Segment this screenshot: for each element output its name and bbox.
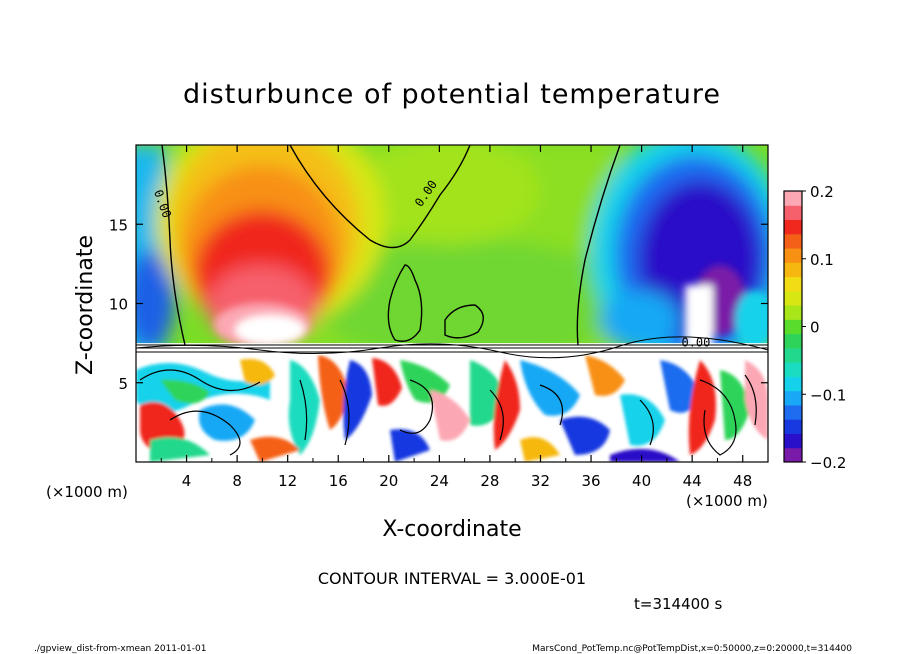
- chart-title: disturbunce of potential temperature: [183, 79, 721, 110]
- contour-zero-center: [289, 145, 471, 249]
- colorbar-segment: [784, 233, 802, 249]
- x-unit-right: (×1000 m): [686, 492, 768, 510]
- colorbar-tick-label: 0.2: [810, 183, 834, 201]
- colorbar-segment: [784, 276, 802, 292]
- colorbar-tick-label: 0: [810, 319, 820, 337]
- x-axis-label: X-coordinate: [382, 517, 521, 542]
- contour-zero-right: [576, 145, 621, 346]
- colorbar-segment: [784, 319, 802, 335]
- colorbar-segment: [784, 419, 802, 434]
- x-tick-label: 44: [683, 472, 702, 490]
- upper-field-detail: [214, 265, 768, 350]
- lower-field: [136, 343, 768, 462]
- y-axis: 5 10 15: [109, 216, 768, 393]
- x-tick-label: 20: [379, 472, 398, 490]
- x-unit-left: (×1000 m): [46, 483, 128, 501]
- colorbar-segment: [784, 191, 802, 206]
- x-tick-label: 8: [232, 472, 242, 490]
- colorbar-segment: [784, 333, 802, 349]
- colorbar-tick-label: −0.2: [810, 454, 846, 472]
- colorbar-segment: [784, 447, 802, 463]
- contour-interval-text: CONTOUR INTERVAL = 3.000E-01: [318, 569, 586, 588]
- x-tick-label: 28: [480, 472, 499, 490]
- colorbar-segment: [784, 262, 802, 278]
- footer-left: ./gpview_dist-from-xmean 2011-01-01: [34, 644, 206, 654]
- x-tick-label: 48: [733, 472, 752, 490]
- upper-field: [136, 145, 768, 370]
- contour-zero-blob: [444, 304, 484, 339]
- y-tick-label: 5: [118, 375, 128, 393]
- colorbar-segment: [784, 433, 802, 449]
- x-axis: 4 8 12 16 20 24 28 32 36 40 44 48: [160, 145, 752, 490]
- contour-lines: [136, 145, 768, 456]
- colorbar-segment: [784, 404, 802, 420]
- colorbar: 0.2 0.1 0 −0.1 −0.2: [783, 183, 846, 472]
- x-tick-label: 36: [581, 472, 600, 490]
- colorbar-segment: [784, 390, 802, 406]
- x-tick-label: 12: [278, 472, 297, 490]
- colorbar-tick-label: 0.1: [810, 251, 834, 269]
- colorbar-segment: [784, 376, 802, 392]
- colorbar-segment: [784, 219, 802, 235]
- y-tick-label: 15: [109, 216, 128, 234]
- colorbar-segment: [784, 362, 802, 377]
- contour-zero-island: [387, 264, 423, 342]
- x-tick-label: 16: [329, 472, 348, 490]
- x-tick-label: 40: [632, 472, 651, 490]
- x-tick-label: 4: [182, 472, 192, 490]
- time-label: t=314400 s: [634, 595, 722, 613]
- contour-zero-left: [161, 145, 186, 346]
- plot-area: 0.00 0.00 0.00: [136, 145, 768, 462]
- y-axis-label: Z-coordinate: [73, 235, 98, 375]
- colorbar-segment: [784, 347, 802, 363]
- x-tick-label: 32: [531, 472, 550, 490]
- colorbar-segment: [784, 290, 802, 306]
- contour-label: 0.00: [681, 335, 710, 349]
- colorbar-tick-label: −0.1: [810, 386, 846, 404]
- colorbar-segment: [784, 305, 802, 320]
- footer-right: MarsCond_PotTemp.nc@PotTempDist,x=0:5000…: [532, 644, 852, 654]
- colorbar-segment: [784, 205, 802, 221]
- x-tick-label: 24: [430, 472, 449, 490]
- y-tick-label: 10: [109, 296, 128, 314]
- colorbar-segment: [784, 248, 802, 263]
